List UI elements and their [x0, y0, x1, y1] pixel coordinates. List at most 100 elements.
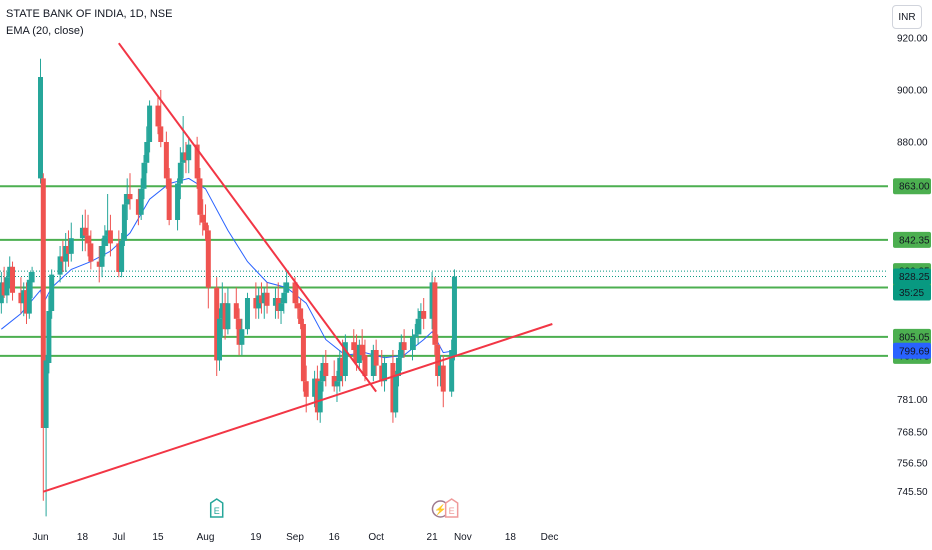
candle[interactable] [264, 282, 270, 314]
candle[interactable] [390, 350, 396, 423]
candle[interactable] [244, 292, 250, 335]
candle[interactable] [21, 282, 27, 317]
candle[interactable] [10, 261, 16, 301]
candle[interactable] [127, 173, 133, 210]
candle[interactable] [183, 142, 189, 174]
candle[interactable] [40, 173, 46, 501]
candle[interactable] [96, 246, 102, 283]
candle[interactable] [18, 277, 24, 314]
candle[interactable] [398, 334, 404, 371]
candle[interactable] [253, 282, 259, 319]
candle[interactable] [278, 298, 284, 324]
candle[interactable] [200, 199, 206, 236]
candle[interactable] [138, 178, 144, 220]
plot-area[interactable] [0, 42, 888, 517]
candle[interactable] [205, 225, 211, 309]
candle[interactable] [239, 318, 245, 356]
candle[interactable] [418, 303, 424, 335]
candle[interactable] [175, 178, 181, 231]
candle[interactable] [435, 334, 441, 387]
candle[interactable] [312, 370, 318, 408]
candle[interactable] [222, 292, 228, 340]
candle[interactable] [163, 131, 169, 189]
candle[interactable] [79, 214, 85, 252]
candle[interactable] [194, 136, 200, 189]
symbol-title[interactable]: STATE BANK OF INDIA, 1D, NSE [6, 8, 173, 20]
candle[interactable] [449, 339, 455, 397]
candle[interactable] [141, 155, 147, 200]
trendline[interactable] [42, 323, 553, 493]
earnings-marker-icon[interactable]: E [444, 498, 459, 518]
candle[interactable] [272, 287, 278, 319]
candle[interactable] [197, 168, 203, 226]
candle[interactable] [451, 269, 457, 361]
candle[interactable] [334, 370, 340, 402]
candle[interactable] [284, 272, 290, 304]
candle[interactable] [82, 209, 88, 252]
candle[interactable] [337, 350, 343, 392]
candle[interactable] [356, 339, 362, 371]
candle[interactable] [63, 233, 69, 272]
candle[interactable] [214, 277, 220, 376]
candle[interactable] [155, 95, 161, 135]
candle[interactable] [144, 126, 150, 174]
candle[interactable] [60, 240, 66, 272]
candle[interactable] [410, 329, 416, 361]
candle[interactable] [323, 350, 329, 387]
candle[interactable] [116, 230, 122, 278]
candle[interactable] [236, 308, 242, 356]
candle[interactable] [147, 100, 153, 153]
candle[interactable] [415, 308, 421, 345]
candle[interactable] [396, 350, 402, 387]
candle[interactable] [46, 295, 52, 374]
candle[interactable] [317, 370, 323, 423]
candle[interactable] [233, 287, 239, 330]
candle[interactable] [38, 58, 43, 184]
candle[interactable] [186, 136, 192, 174]
earnings-marker-icon[interactable]: E [209, 498, 224, 518]
candle[interactable] [24, 282, 30, 324]
candle[interactable] [401, 329, 407, 358]
candle[interactable] [119, 233, 125, 278]
candle[interactable] [314, 365, 320, 421]
candle[interactable] [217, 308, 223, 371]
candle[interactable] [135, 188, 141, 226]
candle[interactable] [219, 282, 225, 337]
candle[interactable] [29, 266, 35, 298]
candle[interactable] [351, 329, 357, 361]
candle[interactable] [85, 214, 91, 257]
candle[interactable] [429, 272, 435, 330]
candle[interactable] [57, 246, 63, 283]
candle[interactable] [99, 238, 105, 278]
candle[interactable] [393, 370, 399, 418]
candle[interactable] [105, 194, 111, 246]
candle[interactable] [4, 272, 10, 304]
candle[interactable] [203, 204, 209, 241]
candle[interactable] [295, 287, 301, 319]
candle[interactable] [26, 272, 32, 319]
candle[interactable] [300, 318, 306, 392]
candle[interactable] [107, 214, 113, 257]
candle[interactable] [258, 282, 264, 314]
candle[interactable] [256, 287, 262, 319]
candle[interactable] [1, 266, 7, 298]
candle[interactable] [121, 194, 127, 246]
candle[interactable] [7, 256, 13, 288]
candle[interactable] [68, 222, 74, 262]
ema-line[interactable] [1, 177, 455, 359]
candle[interactable] [49, 269, 55, 319]
candle[interactable] [180, 116, 186, 179]
candle[interactable] [65, 230, 71, 267]
ema-indicator-label[interactable]: EMA (20, close) [6, 25, 84, 37]
candle[interactable] [370, 344, 376, 382]
candle[interactable] [177, 147, 183, 200]
candle[interactable] [331, 360, 337, 392]
candle[interactable] [421, 298, 427, 330]
candle[interactable] [440, 355, 446, 408]
candle[interactable] [382, 355, 388, 392]
candle[interactable] [298, 298, 304, 330]
candle[interactable] [261, 287, 267, 319]
currency-button[interactable]: INR [892, 5, 922, 29]
trendline[interactable] [118, 42, 377, 393]
